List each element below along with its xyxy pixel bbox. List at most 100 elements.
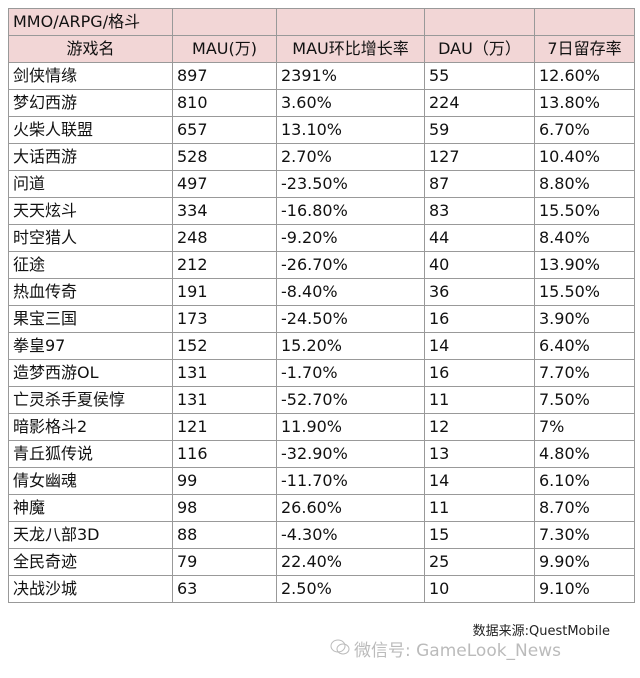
cell: 152 [172,332,277,360]
cell: 2.50% [276,575,425,603]
header-cell: 游戏名 [8,35,173,63]
cell: 657 [172,116,277,144]
header-cell: 7日留存率 [534,35,635,63]
data-row: 全民奇迹 79 22.40% 25 9.90% [8,548,635,576]
cell: 问道 [8,170,173,198]
cell: 大话西游 [8,143,173,171]
cell: 497 [172,170,277,198]
data-row: 梦幻西游 810 3.60% 224 13.80% [8,89,635,117]
cell: 13.90% [534,251,635,279]
cell: 4.80% [534,440,635,468]
cell: 6.70% [534,116,635,144]
cell: 7.70% [534,359,635,387]
cell: 127 [424,143,535,171]
data-row: 征途 212 -26.70% 40 13.90% [8,251,635,279]
header-cell: DAU（万） [424,35,535,63]
data-row: 时空猎人 248 -9.20% 44 8.40% [8,224,635,252]
data-row: 火柴人联盟 657 13.10% 59 6.70% [8,116,635,144]
title-row: MMO/ARPG/格斗 [8,8,635,36]
cell: 40 [424,251,535,279]
cell: 8.80% [534,170,635,198]
data-row: 天龙八部3D 88 -4.30% 15 7.30% [8,521,635,549]
cell: 征途 [8,251,173,279]
cell: 暗影格斗2 [8,413,173,441]
watermark: 微信号: GameLook_News [354,641,561,661]
table-title: MMO/ARPG/格斗 [8,8,173,36]
cell: -9.20% [276,224,425,252]
cell: 22.40% [276,548,425,576]
cell: -24.50% [276,305,425,333]
cell: 63 [172,575,277,603]
cell: -26.70% [276,251,425,279]
cell: 13 [424,440,535,468]
cell: 梦幻西游 [8,89,173,117]
cell: 173 [172,305,277,333]
cell: 剑侠情缘 [8,62,173,90]
data-row: 决战沙城 63 2.50% 10 9.10% [8,575,635,603]
cell: 897 [172,62,277,90]
cell: 11 [424,494,535,522]
cell: 98 [172,494,277,522]
cell: 15.50% [534,278,635,306]
cell: 36 [424,278,535,306]
cell: 神魔 [8,494,173,522]
cell: 2.70% [276,143,425,171]
cell: 10 [424,575,535,603]
cell: 116 [172,440,277,468]
data-row: 剑侠情缘 897 2391% 55 12.60% [8,62,635,90]
data-row: 拳皇97 152 15.20% 14 6.40% [8,332,635,360]
cell: -32.90% [276,440,425,468]
cell: -4.30% [276,521,425,549]
header-row: 游戏名 MAU(万) MAU环比增长率 DAU（万） 7日留存率 [8,35,635,63]
cell: 15 [424,521,535,549]
cell: 131 [172,359,277,387]
empty-cell [534,8,635,36]
cell: 87 [424,170,535,198]
cell: -1.70% [276,359,425,387]
cell: 83 [424,197,535,225]
cell: 9.10% [534,575,635,603]
cell: 15.50% [534,197,635,225]
cell: 时空猎人 [8,224,173,252]
cell: 青丘狐传说 [8,440,173,468]
cell: -52.70% [276,386,425,414]
header-cell: MAU(万) [172,35,277,63]
cell: 121 [172,413,277,441]
data-row: 造梦西游OL 131 -1.70% 16 7.70% [8,359,635,387]
cell: 334 [172,197,277,225]
cell: 果宝三国 [8,305,173,333]
cell: 火柴人联盟 [8,116,173,144]
source-note: 数据来源:QuestMobile [472,624,610,639]
cell: 191 [172,278,277,306]
cell: 9.90% [534,548,635,576]
cell: 810 [172,89,277,117]
cell: 6.10% [534,467,635,495]
cell: 8.40% [534,224,635,252]
cell: 88 [172,521,277,549]
cell: 14 [424,332,535,360]
cell: 天龙八部3D [8,521,173,549]
cell: 7.30% [534,521,635,549]
cell: 248 [172,224,277,252]
data-table: MMO/ARPG/格斗 游戏名 MAU(万) MAU环比增长率 DAU（万） 7日留存率剑… [8,8,635,603]
cell: 倩女幽魂 [8,467,173,495]
cell: 造梦西游OL [8,359,173,387]
data-row: 大话西游 528 2.70% 127 10.40% [8,143,635,171]
cell: 6.40% [534,332,635,360]
cell: -11.70% [276,467,425,495]
data-row: 果宝三国 173 -24.50% 16 3.90% [8,305,635,333]
data-row: 暗影格斗2 121 11.90% 12 7% [8,413,635,441]
cell: 7.50% [534,386,635,414]
cell: 11.90% [276,413,425,441]
cell: -16.80% [276,197,425,225]
cell: -8.40% [276,278,425,306]
empty-cell [424,8,535,36]
data-row: 倩女幽魂 99 -11.70% 14 6.10% [8,467,635,495]
cell: 3.60% [276,89,425,117]
data-row: 神魔 98 26.60% 11 8.70% [8,494,635,522]
cell: -23.50% [276,170,425,198]
data-row: 青丘狐传说 116 -32.90% 13 4.80% [8,440,635,468]
cell: 13.10% [276,116,425,144]
cell: 全民奇迹 [8,548,173,576]
